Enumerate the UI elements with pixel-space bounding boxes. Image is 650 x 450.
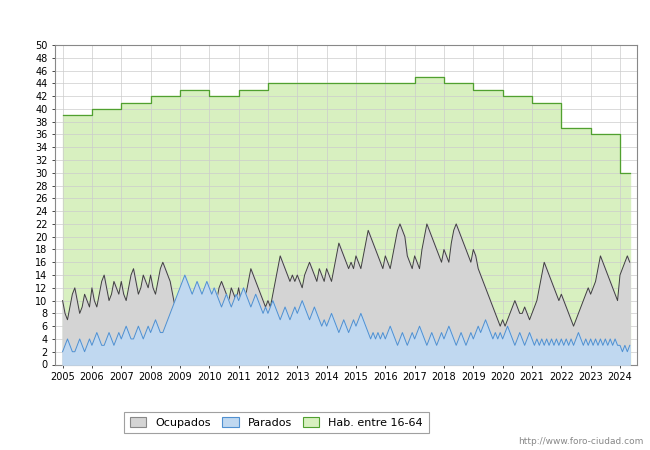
Text: Santo Domingo de Pirón - Evolucion de la poblacion en edad de Trabajar Mayo de 2: Santo Domingo de Pirón - Evolucion de la…	[77, 12, 573, 22]
Text: http://www.foro-ciudad.com: http://www.foro-ciudad.com	[518, 436, 644, 446]
Legend: Ocupados, Parados, Hab. entre 16-64: Ocupados, Parados, Hab. entre 16-64	[124, 412, 428, 433]
